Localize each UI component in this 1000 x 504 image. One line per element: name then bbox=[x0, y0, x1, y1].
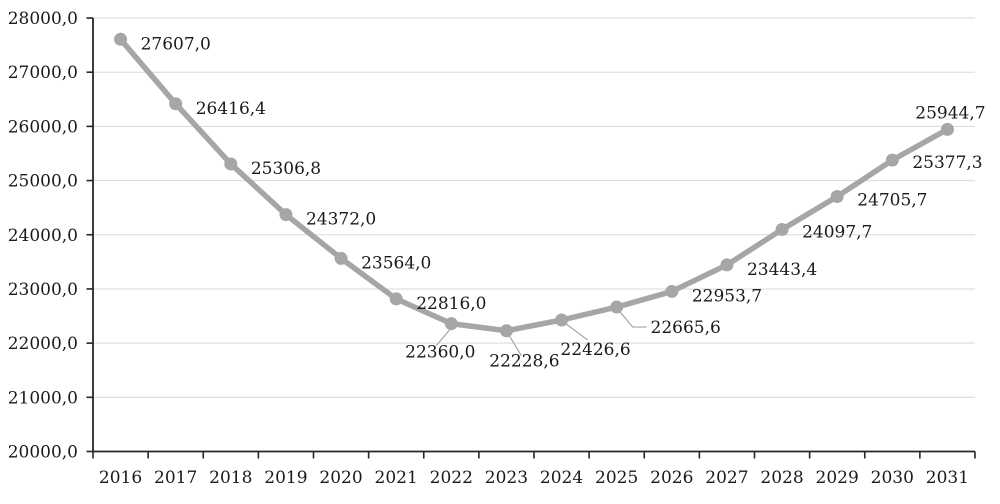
data-label: 24097,7 bbox=[802, 222, 872, 242]
data-point-marker bbox=[720, 258, 734, 272]
data-point-marker bbox=[224, 157, 238, 171]
x-axis-tick-label: 2019 bbox=[264, 468, 307, 488]
data-point-marker bbox=[555, 313, 569, 327]
y-axis-tick-label: 23000,0 bbox=[8, 280, 78, 300]
y-axis-tick-label: 22000,0 bbox=[8, 334, 78, 354]
data-label: 27607,0 bbox=[141, 34, 211, 54]
x-axis-tick-label: 2028 bbox=[760, 468, 803, 488]
series-line bbox=[117, 36, 951, 334]
data-point-marker bbox=[830, 190, 844, 204]
data-label: 26416,4 bbox=[196, 99, 266, 119]
x-axis-tick-label: 2030 bbox=[871, 468, 914, 488]
x-axis-tick-labels: 2016 2017 2018 2019 2020 2021 2022 2023 2024 2025… bbox=[99, 468, 969, 488]
data-point-marker bbox=[334, 251, 348, 265]
data-label: 22665,6 bbox=[651, 318, 721, 338]
y-axis-tick-label: 25000,0 bbox=[8, 172, 78, 192]
x-axis-tick-label: 2023 bbox=[485, 468, 528, 488]
y-axis-tick-label: 20000,0 bbox=[8, 443, 78, 463]
x-axis-tick-label: 2029 bbox=[816, 468, 859, 488]
x-axis-tick-label: 2017 bbox=[154, 468, 197, 488]
x-axis-tick-label: 2031 bbox=[926, 468, 969, 488]
x-axis-tick-label: 2026 bbox=[650, 468, 693, 488]
data-point-marker bbox=[389, 292, 403, 306]
x-axis-tick-label: 2021 bbox=[375, 468, 418, 488]
series-line-group bbox=[117, 36, 951, 334]
x-axis-tick-label: 2016 bbox=[99, 468, 142, 488]
data-label-leader-line bbox=[617, 308, 647, 328]
y-axis-tick-label: 24000,0 bbox=[8, 226, 78, 246]
data-point-marker bbox=[610, 300, 624, 314]
gridlines bbox=[93, 17, 975, 398]
data-point-marker bbox=[665, 284, 679, 298]
y-axis-tick-label: 27000,0 bbox=[8, 63, 78, 83]
label-leader-lines bbox=[435, 308, 647, 357]
data-labels: 27607,0 26416,4 25306,8 24372,0 23564,0 22816… bbox=[141, 34, 986, 371]
data-label: 22426,6 bbox=[560, 340, 630, 360]
data-label: 22228,6 bbox=[489, 352, 559, 372]
data-label: 23443,4 bbox=[747, 260, 817, 280]
data-label: 22360,0 bbox=[405, 343, 475, 363]
data-point-markers bbox=[114, 32, 954, 338]
data-point-marker bbox=[499, 324, 513, 338]
data-label: 22816,0 bbox=[416, 294, 486, 314]
data-label-leader-line bbox=[563, 321, 588, 341]
x-axis-tick-label: 2024 bbox=[540, 468, 583, 488]
data-label: 23564,0 bbox=[361, 253, 431, 273]
y-axis-tick-label: 28000,0 bbox=[8, 9, 78, 29]
x-axis-tick-label: 2020 bbox=[319, 468, 362, 488]
data-label: 25306,8 bbox=[251, 159, 321, 179]
data-point-marker bbox=[444, 317, 458, 331]
x-axis-tick-label: 2022 bbox=[430, 468, 473, 488]
data-point-marker bbox=[775, 222, 789, 236]
data-label: 25944,7 bbox=[915, 103, 985, 123]
data-point-marker bbox=[114, 32, 128, 46]
y-axis-tick-label: 21000,0 bbox=[8, 388, 78, 408]
x-axis-tick-label: 2025 bbox=[595, 468, 638, 488]
y-axis-tick-labels: 28000,0 27000,0 26000,0 25000,0 24000,0 23000… bbox=[8, 9, 78, 463]
data-point-marker bbox=[279, 208, 293, 222]
data-point-marker bbox=[169, 97, 183, 111]
data-point-marker bbox=[885, 153, 899, 167]
data-label: 25377,3 bbox=[912, 153, 982, 173]
y-axis bbox=[86, 17, 94, 453]
data-label: 22953,7 bbox=[692, 286, 762, 306]
y-axis-tick-label: 26000,0 bbox=[8, 117, 78, 137]
data-label: 24705,7 bbox=[857, 191, 927, 211]
data-label: 24372,0 bbox=[306, 210, 376, 230]
x-axis bbox=[92, 450, 976, 459]
x-axis-tick-label: 2018 bbox=[209, 468, 252, 488]
data-point-marker bbox=[940, 122, 954, 136]
data-label-leader-line bbox=[506, 332, 522, 357]
x-axis-tick-label: 2027 bbox=[705, 468, 748, 488]
